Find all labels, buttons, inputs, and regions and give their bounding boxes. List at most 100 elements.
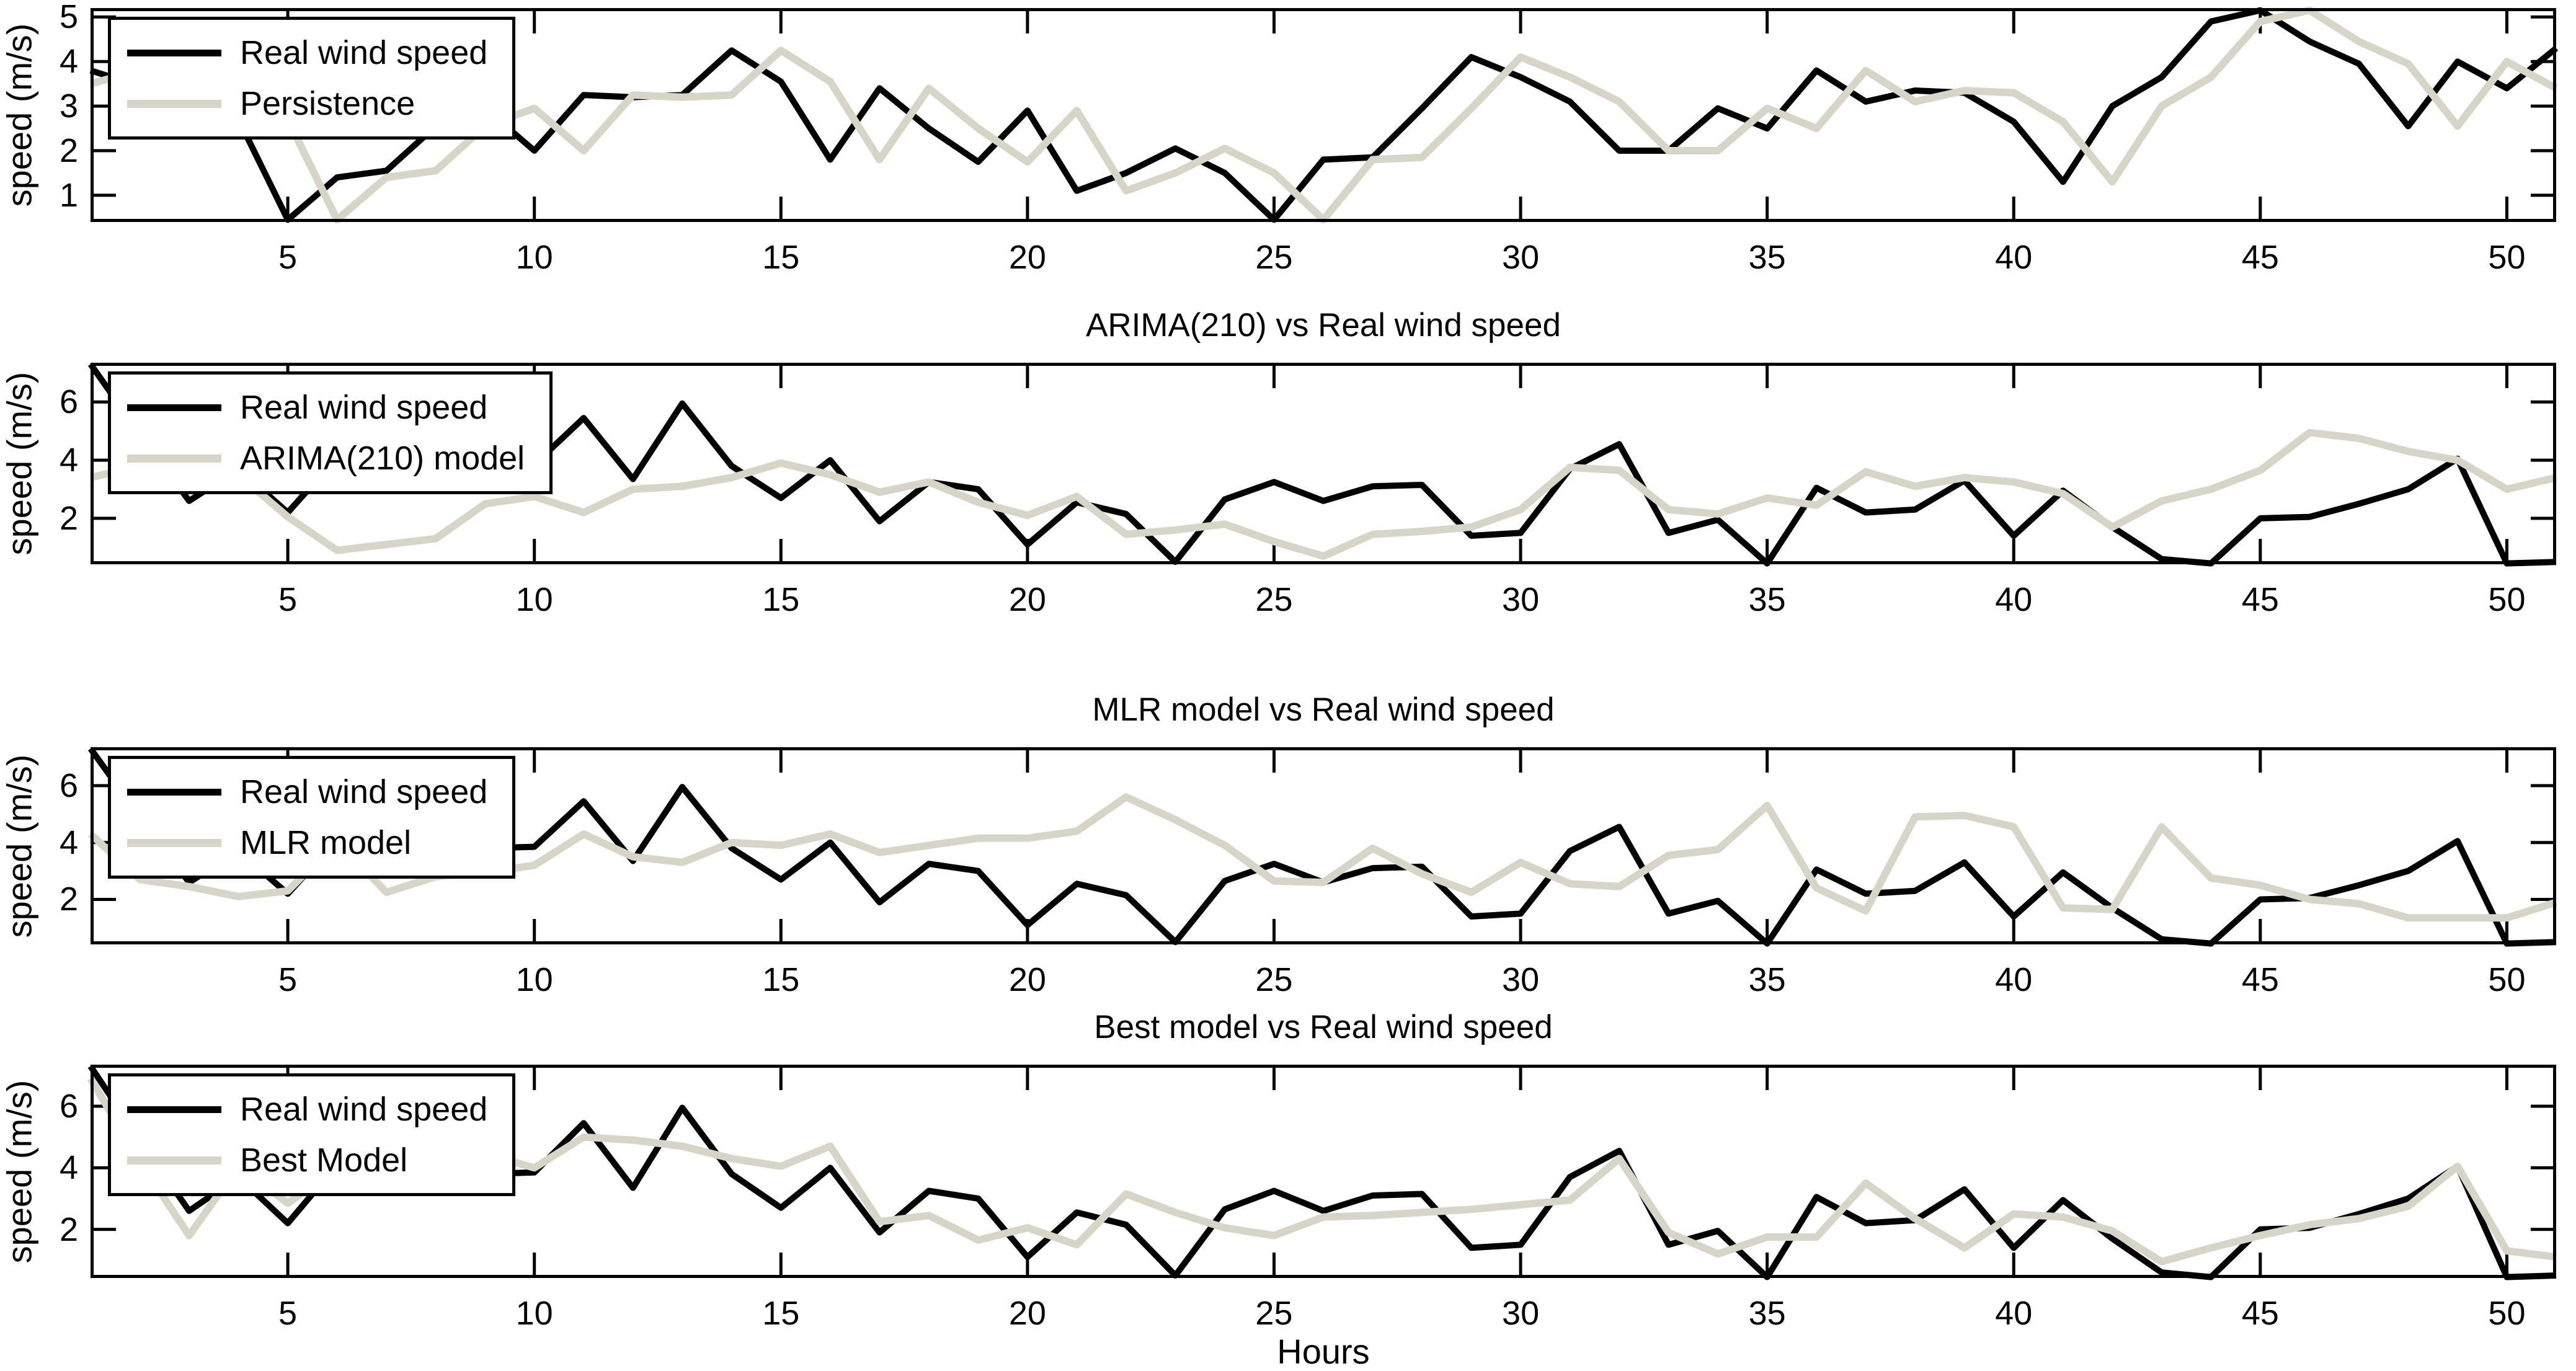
x-tick-label: 10 bbox=[515, 1295, 553, 1332]
x-tick-label: 25 bbox=[1255, 239, 1293, 276]
y-axis-label-text: speed (m/s) bbox=[0, 23, 39, 207]
chart-title: ARIMA(210) vs Real wind speed bbox=[1086, 307, 1561, 344]
y-tick-label: 6 bbox=[59, 383, 78, 421]
x-axis-label: Hours bbox=[1277, 1332, 1370, 1371]
x-tick-label: 35 bbox=[1748, 1295, 1786, 1332]
legend-label: Best Model bbox=[240, 1142, 408, 1179]
y-tick-label: 2 bbox=[59, 881, 78, 918]
subplot-mlr: MLR model vs Real wind speed speed (m/s) 5… bbox=[0, 693, 2557, 996]
legend-item-real-wind-speed: Real wind speed bbox=[127, 1086, 487, 1132]
y-tick-label: 4 bbox=[59, 43, 78, 81]
y-axis-label-text: speed (m/s) bbox=[0, 371, 39, 556]
legend-label: Real wind speed bbox=[240, 34, 488, 71]
x-tick-label: 45 bbox=[2241, 239, 2279, 276]
x-tick-label: 10 bbox=[515, 581, 553, 618]
y-tick-label: 6 bbox=[59, 1088, 78, 1125]
x-tick-label: 35 bbox=[1748, 581, 1786, 618]
y-tick-label: 1 bbox=[59, 176, 78, 214]
axes-border bbox=[91, 1065, 2556, 1278]
arima-210-model-legend-line-sample bbox=[127, 454, 221, 463]
real-wind-speed-legend-line-sample bbox=[127, 788, 221, 796]
x-tick-label: 15 bbox=[762, 239, 800, 276]
x-tick-label: 45 bbox=[2241, 1295, 2279, 1332]
chart-title: Best model vs Real wind speed bbox=[1094, 1009, 1553, 1045]
x-tick-label: 5 bbox=[278, 1295, 298, 1332]
legend-label: Real wind speed bbox=[240, 389, 488, 426]
y-tick-label: 2 bbox=[59, 499, 78, 537]
legend-label: ARIMA(210) model bbox=[240, 440, 525, 477]
legend: Real wind speed Best Model bbox=[108, 1073, 516, 1196]
legend-item-persistence: Persistence bbox=[127, 81, 487, 126]
y-tick-label: 2 bbox=[59, 1210, 78, 1248]
y-axis-label: speed (m/s) bbox=[0, 1065, 41, 1278]
x-tick-label: 50 bbox=[2488, 961, 2526, 998]
axes-border bbox=[91, 747, 2556, 944]
subplot-arima: ARIMA(210) vs Real wind speed speed (m/s)… bbox=[0, 308, 2557, 616]
y-tick-label: 3 bbox=[59, 87, 78, 125]
legend-item-real-wind-speed: Real wind speed bbox=[127, 384, 525, 430]
x-tick-label: 45 bbox=[2241, 581, 2279, 618]
x-tick-label: 25 bbox=[1255, 581, 1293, 618]
x-tick-label: 30 bbox=[1502, 239, 1540, 276]
x-tick-label: 40 bbox=[1995, 1295, 2033, 1332]
y-tick-label: 2 bbox=[59, 132, 78, 169]
y-tick-label: 5 bbox=[59, 0, 78, 36]
legend-label: Real wind speed bbox=[240, 773, 488, 810]
legend-label: MLR model bbox=[240, 824, 412, 861]
x-tick-label: 30 bbox=[1502, 961, 1540, 998]
legend: Real wind speed ARIMA(210) model bbox=[108, 371, 553, 494]
legend-item-real-wind-speed: Real wind speed bbox=[127, 30, 487, 76]
x-tick-label: 15 bbox=[762, 961, 800, 998]
x-tick-label: 20 bbox=[1008, 239, 1046, 276]
x-tick-label: 5 bbox=[278, 961, 298, 998]
x-tick-label: 15 bbox=[762, 581, 800, 618]
y-axis-label: speed (m/s) bbox=[0, 747, 41, 944]
legend-item-arima-210-model: ARIMA(210) model bbox=[127, 435, 525, 481]
x-tick-label: 20 bbox=[1008, 581, 1046, 618]
x-tick-label: 10 bbox=[515, 961, 553, 998]
best-model-legend-line-sample bbox=[127, 1156, 221, 1165]
legend-item-best-model: Best Model bbox=[127, 1137, 487, 1183]
legend-label: Real wind speed bbox=[240, 1091, 488, 1128]
legend-item-real-wind-speed: Real wind speed bbox=[127, 769, 487, 815]
legend-item-mlr-model: MLR model bbox=[127, 820, 487, 866]
arima-210-model-line bbox=[89, 428, 2557, 560]
x-tick-label: 40 bbox=[1995, 961, 2033, 998]
x-tick-label: 50 bbox=[2488, 239, 2526, 276]
legend: Real wind speed Persistence bbox=[108, 17, 516, 140]
x-tick-label: 15 bbox=[762, 1295, 800, 1332]
x-tick-label: 5 bbox=[278, 581, 298, 618]
x-tick-label: 5 bbox=[278, 239, 298, 276]
legend: Real wind speed MLR model bbox=[108, 756, 516, 879]
x-tick-label: 45 bbox=[2241, 961, 2279, 998]
real-wind-speed-legend-line-sample bbox=[127, 404, 221, 411]
x-tick-label: 40 bbox=[1995, 239, 2033, 276]
y-axis-label-text: speed (m/s) bbox=[0, 754, 39, 938]
y-tick-label: 4 bbox=[59, 823, 78, 861]
y-axis-label-text: speed (m/s) bbox=[0, 1080, 39, 1263]
x-tick-label: 10 bbox=[515, 239, 553, 276]
x-tick-label: 35 bbox=[1748, 961, 1786, 998]
legend-label: Persistence bbox=[240, 85, 415, 122]
x-tick-label: 40 bbox=[1995, 581, 2033, 618]
axes-border bbox=[91, 8, 2556, 222]
real-wind-speed-legend-line-sample bbox=[127, 1106, 221, 1113]
y-axis-label: speed (m/s) bbox=[0, 8, 41, 222]
x-tick-label: 50 bbox=[2488, 1295, 2526, 1332]
y-tick-label: 4 bbox=[59, 1149, 78, 1187]
persistence-legend-line-sample bbox=[127, 99, 221, 108]
x-tick-label: 25 bbox=[1255, 1295, 1293, 1332]
x-tick-label: 20 bbox=[1008, 1295, 1046, 1332]
y-axis-label: speed (m/s) bbox=[0, 363, 41, 564]
chart-title: MLR model vs Real wind speed bbox=[1092, 691, 1555, 728]
x-tick-label: 50 bbox=[2488, 581, 2526, 618]
subplot-best-model: Best model vs Real wind speed speed (m/s)… bbox=[0, 1010, 2557, 1330]
x-tick-label: 30 bbox=[1502, 1295, 1540, 1332]
axes-border bbox=[91, 363, 2556, 564]
x-tick-label: 30 bbox=[1502, 581, 1540, 618]
real-wind-speed-legend-line-sample bbox=[127, 49, 221, 56]
mlr-model-legend-line-sample bbox=[127, 838, 221, 847]
x-tick-label: 35 bbox=[1748, 239, 1786, 276]
subplot-persistence: speed (m/s) 5 10 15 20 25 30 35 40 45 50 1 2 3 4 5 Real … bbox=[0, 0, 2559, 274]
x-tick-label: 25 bbox=[1255, 961, 1293, 998]
